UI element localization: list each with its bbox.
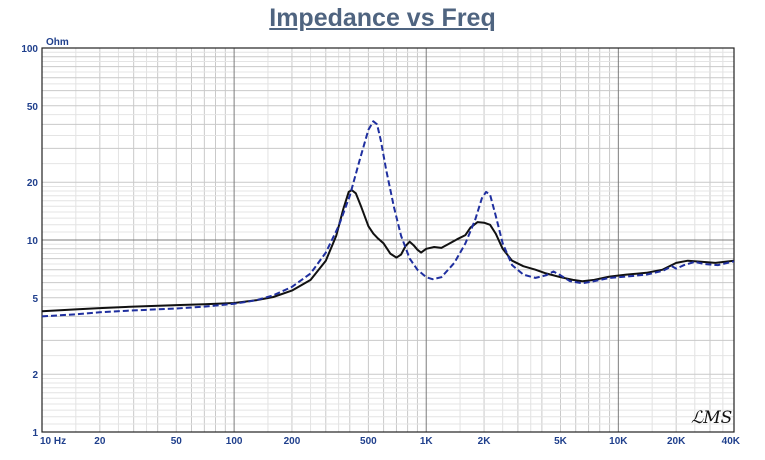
- x-tick-label: 2K: [478, 436, 492, 447]
- x-tick-label: 100: [226, 436, 243, 447]
- y-tick-label: 2: [32, 370, 38, 381]
- x-tick-label: 10K: [609, 436, 628, 447]
- chart-title: Impedance vs Freq: [269, 4, 496, 32]
- x-tick-label: 40K: [722, 436, 741, 447]
- y-tick-labels: 1 2 5 10 20 50 100: [21, 44, 38, 439]
- x-tick-labels: 10 Hz 20 50 100 200 500 1K 2K 5K 10K 20K 40K: [40, 436, 741, 447]
- x-tick-label: 200: [284, 436, 301, 447]
- lms-logo: ℒMS: [691, 408, 732, 428]
- x-tick-label: 20K: [667, 436, 686, 447]
- y-tick-label: 10: [27, 236, 39, 247]
- y-tick-label: 50: [27, 102, 39, 113]
- y-tick-label: 100: [21, 44, 38, 55]
- x-tick-label: 1K: [420, 436, 434, 447]
- x-tick-label: 50: [171, 436, 183, 447]
- y-tick-label: 5: [32, 294, 38, 305]
- x-tick-label: 10 Hz: [40, 436, 66, 447]
- y-tick-label: 1: [32, 428, 38, 439]
- series-layer: [41, 120, 735, 318]
- series-line-2: [41, 120, 735, 318]
- plot-frame: [41, 47, 735, 433]
- x-tick-label: 500: [360, 436, 377, 447]
- x-tick-label: 20: [94, 436, 106, 447]
- x-tick-label: 5K: [554, 436, 568, 447]
- svg-text:ℒMS: ℒMS: [691, 408, 732, 428]
- y-tick-label: 20: [27, 178, 39, 189]
- series-line-1: [41, 189, 735, 313]
- y-axis-unit: Ohm: [46, 37, 69, 48]
